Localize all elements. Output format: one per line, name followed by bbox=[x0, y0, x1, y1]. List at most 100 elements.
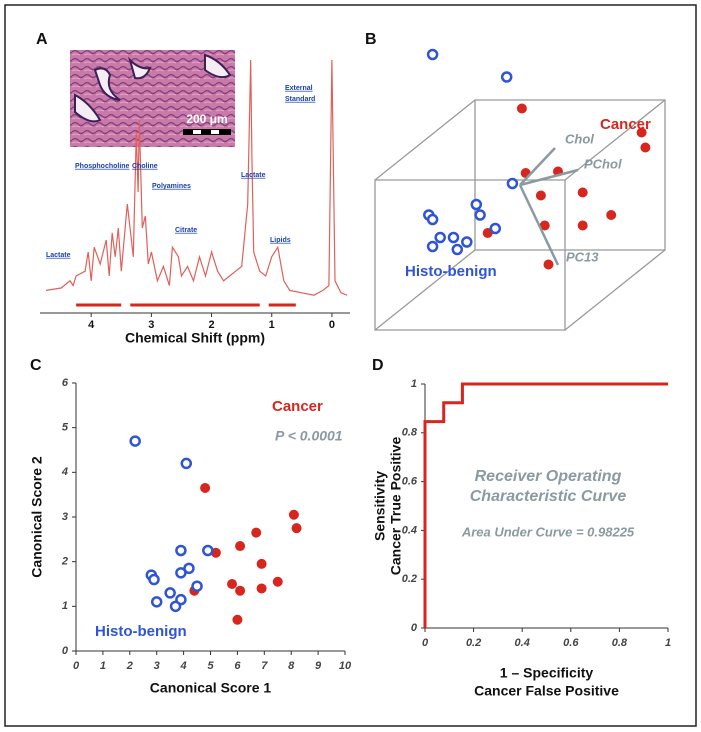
cube-edge bbox=[374, 249, 476, 331]
point bbox=[535, 190, 546, 201]
cube-edge bbox=[374, 99, 476, 181]
point bbox=[500, 71, 513, 83]
x-tick-label: 1 bbox=[100, 660, 106, 672]
x-tick-label: 9 bbox=[315, 660, 322, 672]
panel-label: C bbox=[30, 357, 42, 374]
x-tick-label: 1 bbox=[665, 637, 671, 649]
peak-annotation: Polyamines bbox=[152, 183, 191, 190]
scale-bar-label: 200 μm bbox=[186, 112, 227, 126]
point bbox=[288, 509, 299, 520]
vector-arrow bbox=[519, 168, 579, 187]
y-tick-label: 4 bbox=[61, 466, 68, 478]
point bbox=[577, 187, 588, 198]
point bbox=[180, 457, 193, 470]
point bbox=[251, 527, 262, 538]
x-tick-label: 0.8 bbox=[612, 637, 628, 649]
x-tick-label: 5 bbox=[207, 660, 214, 672]
cube bbox=[374, 99, 666, 331]
x-tick-label: 0 bbox=[73, 660, 80, 672]
vector-label: Chol bbox=[565, 131, 594, 146]
peak-annotation: Citrate bbox=[175, 227, 197, 234]
legend-label: Histo-benign bbox=[95, 623, 187, 640]
y-tick-label: 6 bbox=[62, 377, 69, 389]
x-tick-label: 3 bbox=[154, 660, 160, 672]
point bbox=[169, 600, 182, 613]
point bbox=[291, 523, 302, 534]
y-tick-label: 0 bbox=[62, 645, 69, 657]
vector-label: PChol bbox=[584, 156, 622, 171]
x-tick-label: 0 bbox=[422, 637, 429, 649]
point bbox=[636, 127, 647, 138]
x-tick-label: 1 bbox=[269, 319, 275, 331]
point bbox=[474, 209, 486, 221]
annotation: Area Under Curve = 0.98225 bbox=[461, 524, 635, 539]
point bbox=[640, 142, 651, 153]
y-tick-label: 0.6 bbox=[402, 476, 418, 488]
x-axis-title: Cancer False Positive bbox=[474, 683, 619, 699]
legend-label: Cancer bbox=[600, 116, 651, 133]
point bbox=[256, 583, 267, 594]
y-tick-label: 5 bbox=[62, 422, 69, 434]
y-tick-label: 0 bbox=[411, 622, 418, 634]
x-axis-title: Chemical Shift (ppm) bbox=[125, 330, 265, 346]
p-value: P < 0.0001 bbox=[275, 428, 343, 444]
point bbox=[543, 259, 554, 270]
x-tick-label: 2 bbox=[126, 660, 133, 672]
point bbox=[235, 541, 246, 552]
point bbox=[148, 573, 160, 586]
point bbox=[202, 544, 214, 557]
point bbox=[256, 558, 267, 569]
x-tick-label: 0.6 bbox=[563, 637, 579, 649]
point bbox=[183, 562, 195, 575]
y-axis-title: Canonical Score 2 bbox=[29, 456, 45, 578]
annotation: Characteristic Curve bbox=[470, 488, 627, 505]
peak-annotation: Lactate bbox=[241, 172, 266, 179]
vector-label: PC13 bbox=[566, 249, 599, 264]
y-tick-label: 1 bbox=[411, 378, 417, 390]
x-tick-label: 0 bbox=[329, 319, 335, 331]
peak-annotation: Lactate bbox=[46, 252, 71, 259]
point bbox=[227, 579, 238, 589]
y-tick-label: 2 bbox=[61, 556, 68, 568]
point bbox=[150, 596, 163, 608]
point bbox=[129, 435, 141, 447]
x-tick-label: 8 bbox=[288, 660, 295, 672]
vector-arrow bbox=[518, 184, 560, 266]
point bbox=[451, 243, 464, 256]
roc-curve bbox=[423, 382, 668, 628]
peak-annotation: Phosphocholine bbox=[75, 163, 130, 170]
histology-image bbox=[70, 50, 235, 147]
point bbox=[606, 210, 617, 220]
peak-annotation: Choline bbox=[132, 163, 158, 170]
point bbox=[506, 177, 519, 190]
peak-annotation: Standard bbox=[285, 96, 315, 103]
point bbox=[447, 231, 460, 244]
peak-annotation: Lipids bbox=[270, 237, 291, 244]
point bbox=[200, 482, 211, 493]
x-tick-label: 0.2 bbox=[466, 637, 481, 649]
point bbox=[434, 231, 446, 244]
point bbox=[164, 587, 176, 599]
x-axis-title: Canonical Score 1 bbox=[150, 680, 272, 696]
point bbox=[175, 544, 187, 557]
vector-arrow bbox=[519, 147, 556, 186]
x-tick-label: 4 bbox=[180, 660, 187, 672]
point bbox=[232, 614, 243, 625]
point bbox=[426, 213, 439, 226]
y-tick-label: 0.2 bbox=[402, 573, 417, 585]
x-tick-label: 7 bbox=[261, 660, 268, 672]
point bbox=[577, 220, 588, 231]
legend-label: Histo-benign bbox=[405, 263, 497, 280]
point bbox=[489, 222, 502, 235]
point bbox=[426, 240, 439, 253]
cube-edge bbox=[564, 99, 666, 181]
x-tick-label: 0.4 bbox=[515, 637, 530, 649]
y-tick-label: 0.4 bbox=[402, 524, 417, 536]
y-axis-title: Cancer True Positive bbox=[388, 437, 404, 576]
annotation: Receiver Operating bbox=[475, 468, 622, 485]
point bbox=[235, 585, 246, 596]
y-axis-title: Sensitivity bbox=[372, 471, 388, 541]
legend-label: Cancer bbox=[272, 398, 323, 415]
point bbox=[461, 236, 473, 248]
